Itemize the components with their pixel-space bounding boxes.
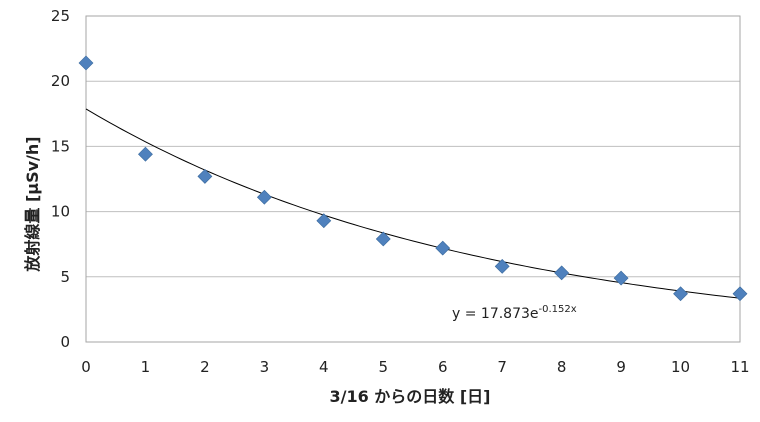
x-tick-label: 3 xyxy=(260,358,270,376)
y-tick-label: 10 xyxy=(51,203,70,221)
y-tick-label: 15 xyxy=(51,137,70,155)
x-tick-labels: 0 1 2 3 4 5 6 7 8 9 10 11 xyxy=(81,358,749,376)
x-tick-label: 2 xyxy=(200,358,210,376)
data-point xyxy=(494,258,510,274)
data-point xyxy=(197,168,213,184)
data-point xyxy=(78,55,94,71)
x-tick-label: 5 xyxy=(378,358,388,376)
y-tick-label: 5 xyxy=(60,268,70,286)
x-axis-title: 3/16 からの日数 [日] xyxy=(329,387,490,406)
y-axis-title: 放射線量 [μSv/h] xyxy=(23,136,42,272)
trendline-curve xyxy=(85,108,741,299)
data-point xyxy=(256,189,272,205)
y-tick-labels: 0 5 10 15 20 25 xyxy=(51,7,70,351)
data-point xyxy=(554,265,570,281)
x-tick-label: 1 xyxy=(141,358,151,376)
data-point xyxy=(613,270,629,286)
data-point xyxy=(732,286,748,302)
data-point xyxy=(435,240,451,256)
x-tick-label: 0 xyxy=(81,358,91,376)
data-point xyxy=(375,231,391,247)
x-tick-label: 8 xyxy=(557,358,567,376)
trendline-equation: y = 17.873e-0.152x xyxy=(452,304,577,322)
grid-lines xyxy=(86,15,740,343)
y-tick-label: 25 xyxy=(51,7,70,25)
y-tick-label: 20 xyxy=(51,72,70,90)
x-tick-label: 7 xyxy=(497,358,507,376)
data-point xyxy=(316,213,332,229)
data-point xyxy=(673,286,688,302)
plot-area-frame xyxy=(85,15,741,343)
y-tick-label: 0 xyxy=(60,333,70,351)
x-tick-label: 6 xyxy=(438,358,448,376)
x-tick-label: 11 xyxy=(730,358,749,376)
data-points xyxy=(78,55,748,302)
x-tick-label: 9 xyxy=(616,358,626,376)
data-point xyxy=(138,146,153,162)
x-tick-label: 10 xyxy=(671,358,690,376)
x-tick-label: 4 xyxy=(319,358,329,376)
